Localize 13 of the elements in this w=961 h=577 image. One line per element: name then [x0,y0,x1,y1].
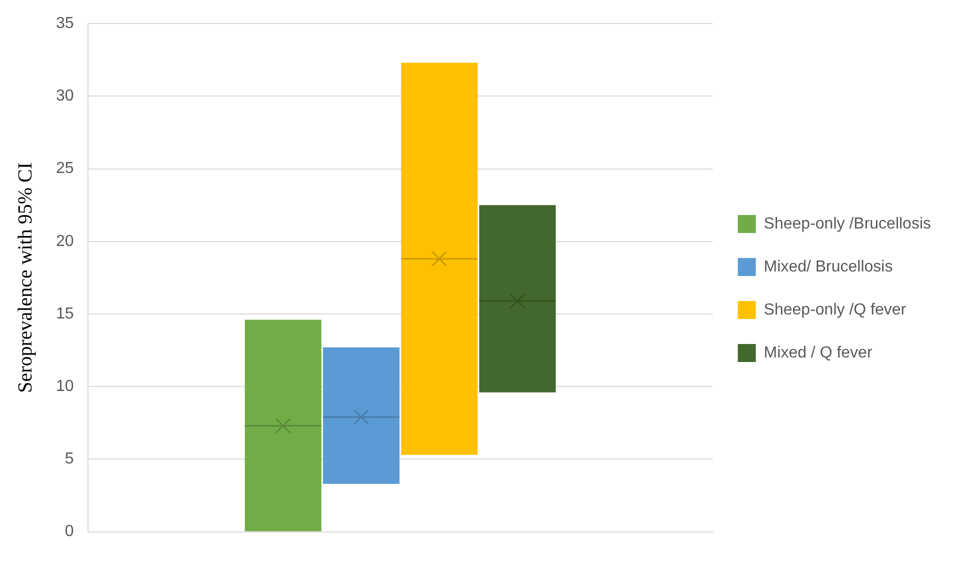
legend-label: Sheep-only /Brucellosis [764,215,932,232]
y-tick-label: 10 [56,378,74,396]
legend-label: Sheep-only /Q fever [764,301,907,318]
y-tick-label: 15 [56,305,74,322]
y-tick-label: 0 [64,523,74,540]
y-tick-label: 30 [56,88,74,105]
y-tick-label: 20 [56,232,74,250]
y-tick-label: 35 [56,15,74,32]
legend-label: Mixed / Q fever [764,344,873,362]
legend-label: Mixed/ Brucellosis [764,258,893,276]
y-tick-label: 5 [64,450,74,468]
y-tick-label: 25 [56,160,74,178]
y-axis-title: Seroprevalence with 95% CI [14,162,36,393]
